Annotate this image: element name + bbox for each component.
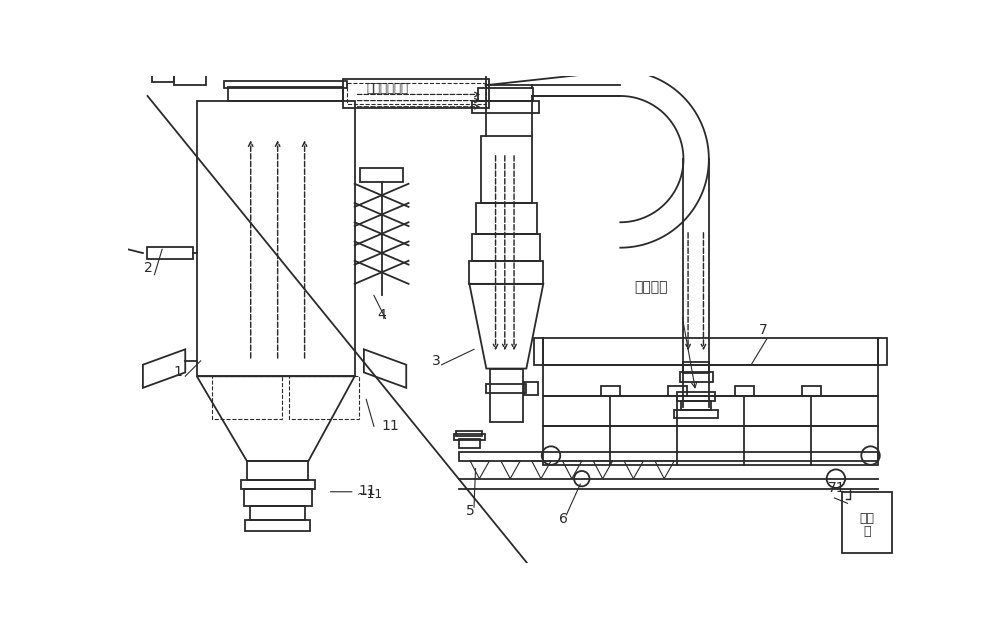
Bar [241, 480, 315, 489]
Bar [668, 386, 687, 396]
Bar [534, 338, 543, 365]
Bar [472, 101, 539, 113]
Bar [490, 368, 523, 422]
Bar [197, 101, 355, 376]
Bar [802, 386, 820, 396]
Bar [543, 426, 878, 465]
Text: ~11: ~11 [357, 488, 383, 501]
Bar [224, 80, 347, 88]
Bar [472, 234, 540, 261]
Text: 4: 4 [378, 308, 386, 322]
Text: 5: 5 [466, 504, 475, 518]
Bar [147, 247, 193, 260]
Bar [459, 452, 878, 461]
Bar [250, 506, 305, 520]
Bar [343, 79, 489, 108]
Bar [152, 65, 174, 82]
Bar [459, 439, 480, 448]
Bar [212, 376, 282, 418]
Text: 11: 11 [382, 419, 399, 433]
Text: 7: 7 [759, 323, 768, 337]
Bar [481, 136, 532, 203]
Bar [681, 401, 711, 410]
Bar [456, 431, 482, 436]
Text: 6: 6 [559, 511, 568, 525]
Bar [228, 87, 343, 101]
Bar [486, 384, 526, 393]
Text: 71: 71 [828, 480, 846, 495]
Bar [478, 87, 533, 101]
Bar [244, 489, 312, 506]
Text: 粉体流动方向: 粉体流动方向 [366, 82, 408, 95]
Bar [476, 203, 537, 234]
Bar [543, 396, 878, 426]
Bar [878, 338, 887, 365]
Bar [842, 492, 892, 553]
Bar [347, 83, 486, 104]
Bar [454, 434, 485, 440]
Bar [601, 386, 620, 396]
Text: 储料: 储料 [859, 512, 874, 525]
Bar [289, 376, 359, 418]
Bar [360, 168, 403, 182]
Text: 3: 3 [432, 354, 440, 368]
Text: 11: 11 [358, 484, 376, 498]
Text: 1: 1 [174, 365, 183, 379]
Bar [469, 261, 543, 284]
Bar [245, 520, 310, 531]
Bar [683, 363, 709, 373]
Bar [543, 365, 878, 396]
Text: 仓: 仓 [863, 525, 870, 538]
Bar [174, 62, 206, 85]
Text: 接除尘器: 接除尘器 [634, 280, 668, 294]
Text: 2: 2 [144, 261, 153, 275]
Bar [735, 386, 754, 396]
Bar [674, 410, 718, 418]
Bar [247, 461, 308, 480]
Bar [524, 382, 538, 395]
Bar [680, 372, 713, 382]
Bar [677, 392, 715, 401]
Bar [543, 338, 878, 365]
